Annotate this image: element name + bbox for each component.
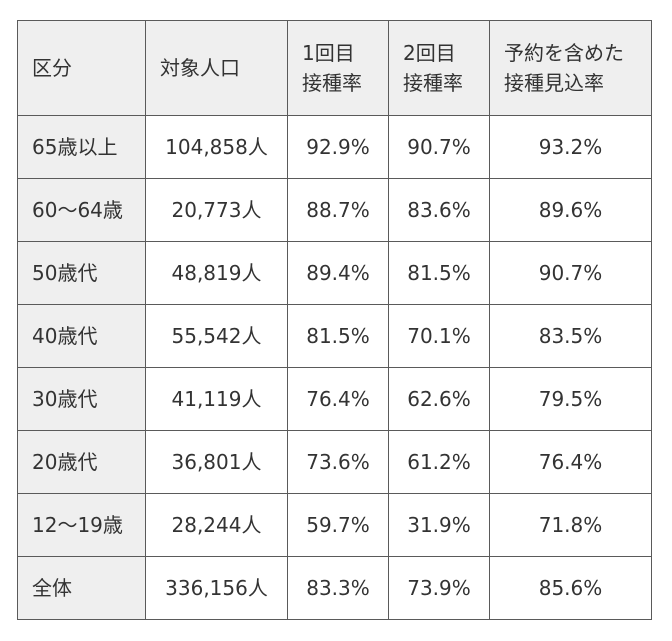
row-first-dose-rate: 92.9% — [287, 115, 389, 179]
row-expected-rate: 89.6% — [489, 178, 652, 242]
row-first-dose-rate: 59.7% — [287, 493, 389, 557]
header-target-population-text: 対象人口 — [160, 56, 240, 80]
row-expected-rate: 76.4% — [489, 430, 652, 494]
header-category-text: 区分 — [32, 56, 72, 80]
row-category: 65歳以上 — [17, 115, 146, 179]
row-category: 12～19歳 — [17, 493, 146, 557]
table-body: 65歳以上 104,858人 92.9% 90.7% 93.2% 60～64歳 … — [17, 115, 652, 620]
header-row: 区分 対象人口 1回目 接種率 2回目 接種率 予約を含めた 接種見込率 — [17, 20, 652, 116]
header-expected-rate: 予約を含めた 接種見込率 — [489, 20, 652, 116]
row-second-dose-rate: 61.2% — [388, 430, 490, 494]
header-first-dose-line1: 1回目 — [302, 41, 355, 65]
row-category: 全体 — [17, 556, 146, 620]
row-expected-rate: 90.7% — [489, 241, 652, 305]
table-row: 65歳以上 104,858人 92.9% 90.7% 93.2% — [17, 115, 652, 179]
table-row: 20歳代 36,801人 73.6% 61.2% 76.4% — [17, 430, 652, 494]
row-expected-rate: 79.5% — [489, 367, 652, 431]
row-category: 60～64歳 — [17, 178, 146, 242]
row-expected-rate: 85.6% — [489, 556, 652, 620]
table-header: 区分 対象人口 1回目 接種率 2回目 接種率 予約を含めた 接種見込率 — [17, 20, 652, 116]
row-category: 20歳代 — [17, 430, 146, 494]
row-target-population: 55,542人 — [145, 304, 288, 368]
table-row: 50歳代 48,819人 89.4% 81.5% 90.7% — [17, 241, 652, 305]
row-first-dose-rate: 88.7% — [287, 178, 389, 242]
row-first-dose-rate: 76.4% — [287, 367, 389, 431]
row-category: 50歳代 — [17, 241, 146, 305]
row-first-dose-rate: 89.4% — [287, 241, 389, 305]
row-first-dose-rate: 83.3% — [287, 556, 389, 620]
row-second-dose-rate: 90.7% — [388, 115, 490, 179]
row-second-dose-rate: 70.1% — [388, 304, 490, 368]
row-first-dose-rate: 81.5% — [287, 304, 389, 368]
row-second-dose-rate: 31.9% — [388, 493, 490, 557]
row-second-dose-rate: 73.9% — [388, 556, 490, 620]
row-second-dose-rate: 83.6% — [388, 178, 490, 242]
header-second-dose-line1: 2回目 — [403, 41, 456, 65]
header-expected-rate-line1: 予約を含めた — [504, 41, 624, 65]
row-expected-rate: 71.8% — [489, 493, 652, 557]
row-second-dose-rate: 81.5% — [388, 241, 490, 305]
row-expected-rate: 83.5% — [489, 304, 652, 368]
table-row: 60～64歳 20,773人 88.7% 83.6% 89.6% — [17, 178, 652, 242]
table-row: 40歳代 55,542人 81.5% 70.1% 83.5% — [17, 304, 652, 368]
table-row: 30歳代 41,119人 76.4% 62.6% 79.5% — [17, 367, 652, 431]
row-target-population: 28,244人 — [145, 493, 288, 557]
header-second-dose-rate: 2回目 接種率 — [388, 20, 490, 116]
row-target-population: 48,819人 — [145, 241, 288, 305]
row-target-population: 41,119人 — [145, 367, 288, 431]
vaccination-table-container: 区分 対象人口 1回目 接種率 2回目 接種率 予約を含めた 接種見込率 — [17, 20, 652, 620]
header-second-dose-line2: 接種率 — [403, 71, 463, 95]
header-expected-rate-line2: 接種見込率 — [504, 71, 604, 95]
row-expected-rate: 93.2% — [489, 115, 652, 179]
header-target-population: 対象人口 — [145, 20, 288, 116]
header-first-dose-rate: 1回目 接種率 — [287, 20, 389, 116]
row-target-population: 36,801人 — [145, 430, 288, 494]
row-category: 40歳代 — [17, 304, 146, 368]
table-row-total: 全体 336,156人 83.3% 73.9% 85.6% — [17, 556, 652, 620]
table-row: 12～19歳 28,244人 59.7% 31.9% 71.8% — [17, 493, 652, 557]
row-target-population: 336,156人 — [145, 556, 288, 620]
row-second-dose-rate: 62.6% — [388, 367, 490, 431]
header-first-dose-line2: 接種率 — [302, 71, 362, 95]
row-first-dose-rate: 73.6% — [287, 430, 389, 494]
row-target-population: 104,858人 — [145, 115, 288, 179]
row-category: 30歳代 — [17, 367, 146, 431]
vaccination-rate-table: 区分 対象人口 1回目 接種率 2回目 接種率 予約を含めた 接種見込率 — [17, 20, 652, 620]
header-category: 区分 — [17, 20, 146, 116]
row-target-population: 20,773人 — [145, 178, 288, 242]
